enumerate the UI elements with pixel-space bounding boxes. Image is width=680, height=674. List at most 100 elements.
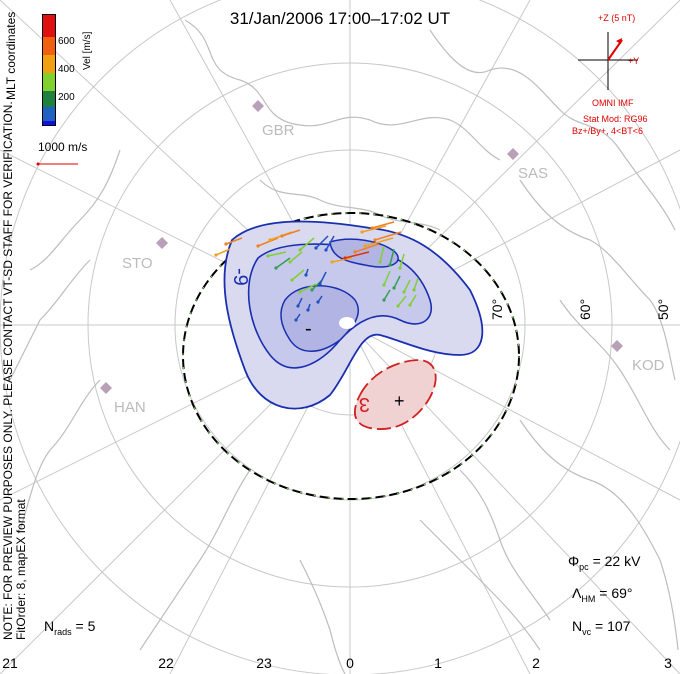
velocity-vector-origin	[280, 234, 284, 238]
max-potential-marker: +	[394, 391, 405, 411]
mlt-label-21: 21	[2, 655, 18, 671]
velocity-vector-origin	[296, 304, 300, 308]
velocity-vector-origin	[310, 288, 314, 292]
nrads-value: = 5	[71, 618, 96, 634]
mlt-label-23: 23	[256, 655, 272, 671]
reference-vector	[36, 162, 78, 166]
svg-text:HAN: HAN	[114, 399, 146, 416]
velocity-vector-origin	[396, 304, 400, 308]
velocity-vector	[383, 270, 391, 286]
velocity-vector-origin	[316, 300, 320, 304]
station-sto: STO	[122, 237, 168, 272]
hm-latitude: ΛHM = 69°	[572, 585, 633, 604]
radar-count: Nrads = 5	[44, 618, 95, 637]
velocity-vector-origin	[288, 260, 292, 264]
contour-label-minus9: -9	[229, 268, 251, 286]
fit-order-note: FitOrder: 8, mapEX format	[14, 499, 28, 640]
mlt-label-0: 0	[346, 655, 354, 671]
velocity-vector	[267, 251, 287, 257]
mlt-label-3: 3	[664, 655, 672, 671]
phi-symbol: Φ	[568, 553, 580, 569]
velocity-vector	[225, 237, 243, 245]
velocity-vector-origin	[306, 308, 310, 312]
velocity-vector-origin	[378, 260, 382, 264]
velocity-vector-origin	[214, 253, 218, 257]
velocity-vector-origin	[353, 250, 357, 254]
contour-label-3: 3	[359, 393, 370, 415]
map-title: 31/Jan/2006 17:00–17:02 UT	[229, 9, 451, 28]
reference-vector-label: 1000 m/s	[38, 140, 88, 154]
velocity-vector-origin	[363, 244, 367, 248]
latitude-label-50: 50°	[655, 299, 671, 320]
velocity-vector-origin	[343, 256, 347, 260]
station-han: HAN	[100, 382, 146, 416]
station-sas: SAS	[507, 148, 548, 182]
velocity-vector	[257, 237, 279, 247]
velocity-vector	[393, 275, 401, 289]
velocity-vector	[354, 243, 380, 253]
velocity-vector-origin	[318, 282, 322, 286]
velocity-vector	[291, 269, 305, 281]
velocity-vector	[374, 231, 402, 241]
velocity-vector	[215, 248, 231, 256]
positive-cell: 3 +	[354, 359, 437, 430]
velocity-vector-origin	[382, 283, 386, 287]
velocity-vector	[383, 289, 391, 301]
station-gbr: GBR	[252, 100, 295, 139]
velocity-vector	[397, 295, 407, 307]
velocity-vector	[299, 237, 315, 251]
imf-clock	[578, 32, 638, 90]
velocity-vector-origin	[370, 226, 374, 230]
preview-note: NOTE: FOR PREVIEW PURPOSES ONLY. PLEASE …	[1, 101, 28, 640]
velocity-vector	[413, 277, 419, 291]
colorbar-tick-200: 200	[58, 92, 75, 103]
velocity-vector-origin	[294, 318, 298, 322]
velocity-vector-origin	[268, 238, 272, 242]
mlt-coordinates-label: MLT coordinates	[4, 11, 18, 100]
coastlines	[9, 19, 679, 674]
phi-sub: pc	[579, 561, 589, 572]
colorbar-tick-600: 600	[58, 36, 75, 47]
velocity-vector-origin	[274, 266, 278, 270]
velocity-vector	[389, 248, 395, 266]
negative-cell: -9 -	[223, 220, 484, 410]
nvc-symbol: N	[572, 618, 583, 634]
velocity-vector-origin	[298, 248, 302, 252]
velocity-vector-origin	[402, 290, 406, 294]
velocity-vector-origin	[360, 230, 364, 234]
velocity-vector	[275, 257, 291, 269]
velocity-vector-origin	[266, 254, 270, 258]
imf-source: OMNI IMF	[592, 98, 634, 108]
velocity-vector	[331, 257, 353, 263]
lambda-value: = 69°	[595, 585, 633, 601]
imf-model: Stat Mod: RG96	[583, 114, 648, 124]
velocity-vector-origin	[398, 266, 402, 270]
nvc-sub: vc	[582, 626, 592, 637]
velocity-vector	[403, 279, 411, 293]
velocity-vector	[399, 253, 405, 269]
colorbar-tick-400: 400	[58, 64, 75, 75]
velocity-colorbar	[42, 14, 56, 126]
velocity-vector-origin	[382, 298, 386, 302]
velocity-vector	[344, 251, 370, 259]
velocity-vector-origin	[256, 244, 260, 248]
velocity-vector	[325, 235, 335, 251]
svg-text:KOD: KOD	[632, 357, 665, 374]
colorbar-label: Vel [m/s]	[82, 31, 93, 70]
velocity-vector	[281, 229, 301, 237]
latitude-label-70: 70°	[489, 299, 505, 320]
velocity-vector-origin	[298, 290, 302, 294]
velocity-vectors	[214, 221, 419, 322]
cross-polar-potential: Φpc = 22 kV	[568, 553, 640, 572]
velocity-vector	[299, 283, 317, 293]
velocity-vector-origin	[324, 248, 328, 252]
velocity-vector	[319, 271, 327, 285]
velocity-vector	[315, 235, 329, 249]
min-potential-marker: -	[305, 318, 312, 340]
imf-z-label: +Z (5 nT)	[598, 13, 636, 23]
velocity-vector-origin	[373, 238, 377, 242]
velocity-vector	[361, 225, 387, 233]
velocity-vector	[379, 245, 385, 263]
mlt-label-22: 22	[158, 655, 174, 671]
